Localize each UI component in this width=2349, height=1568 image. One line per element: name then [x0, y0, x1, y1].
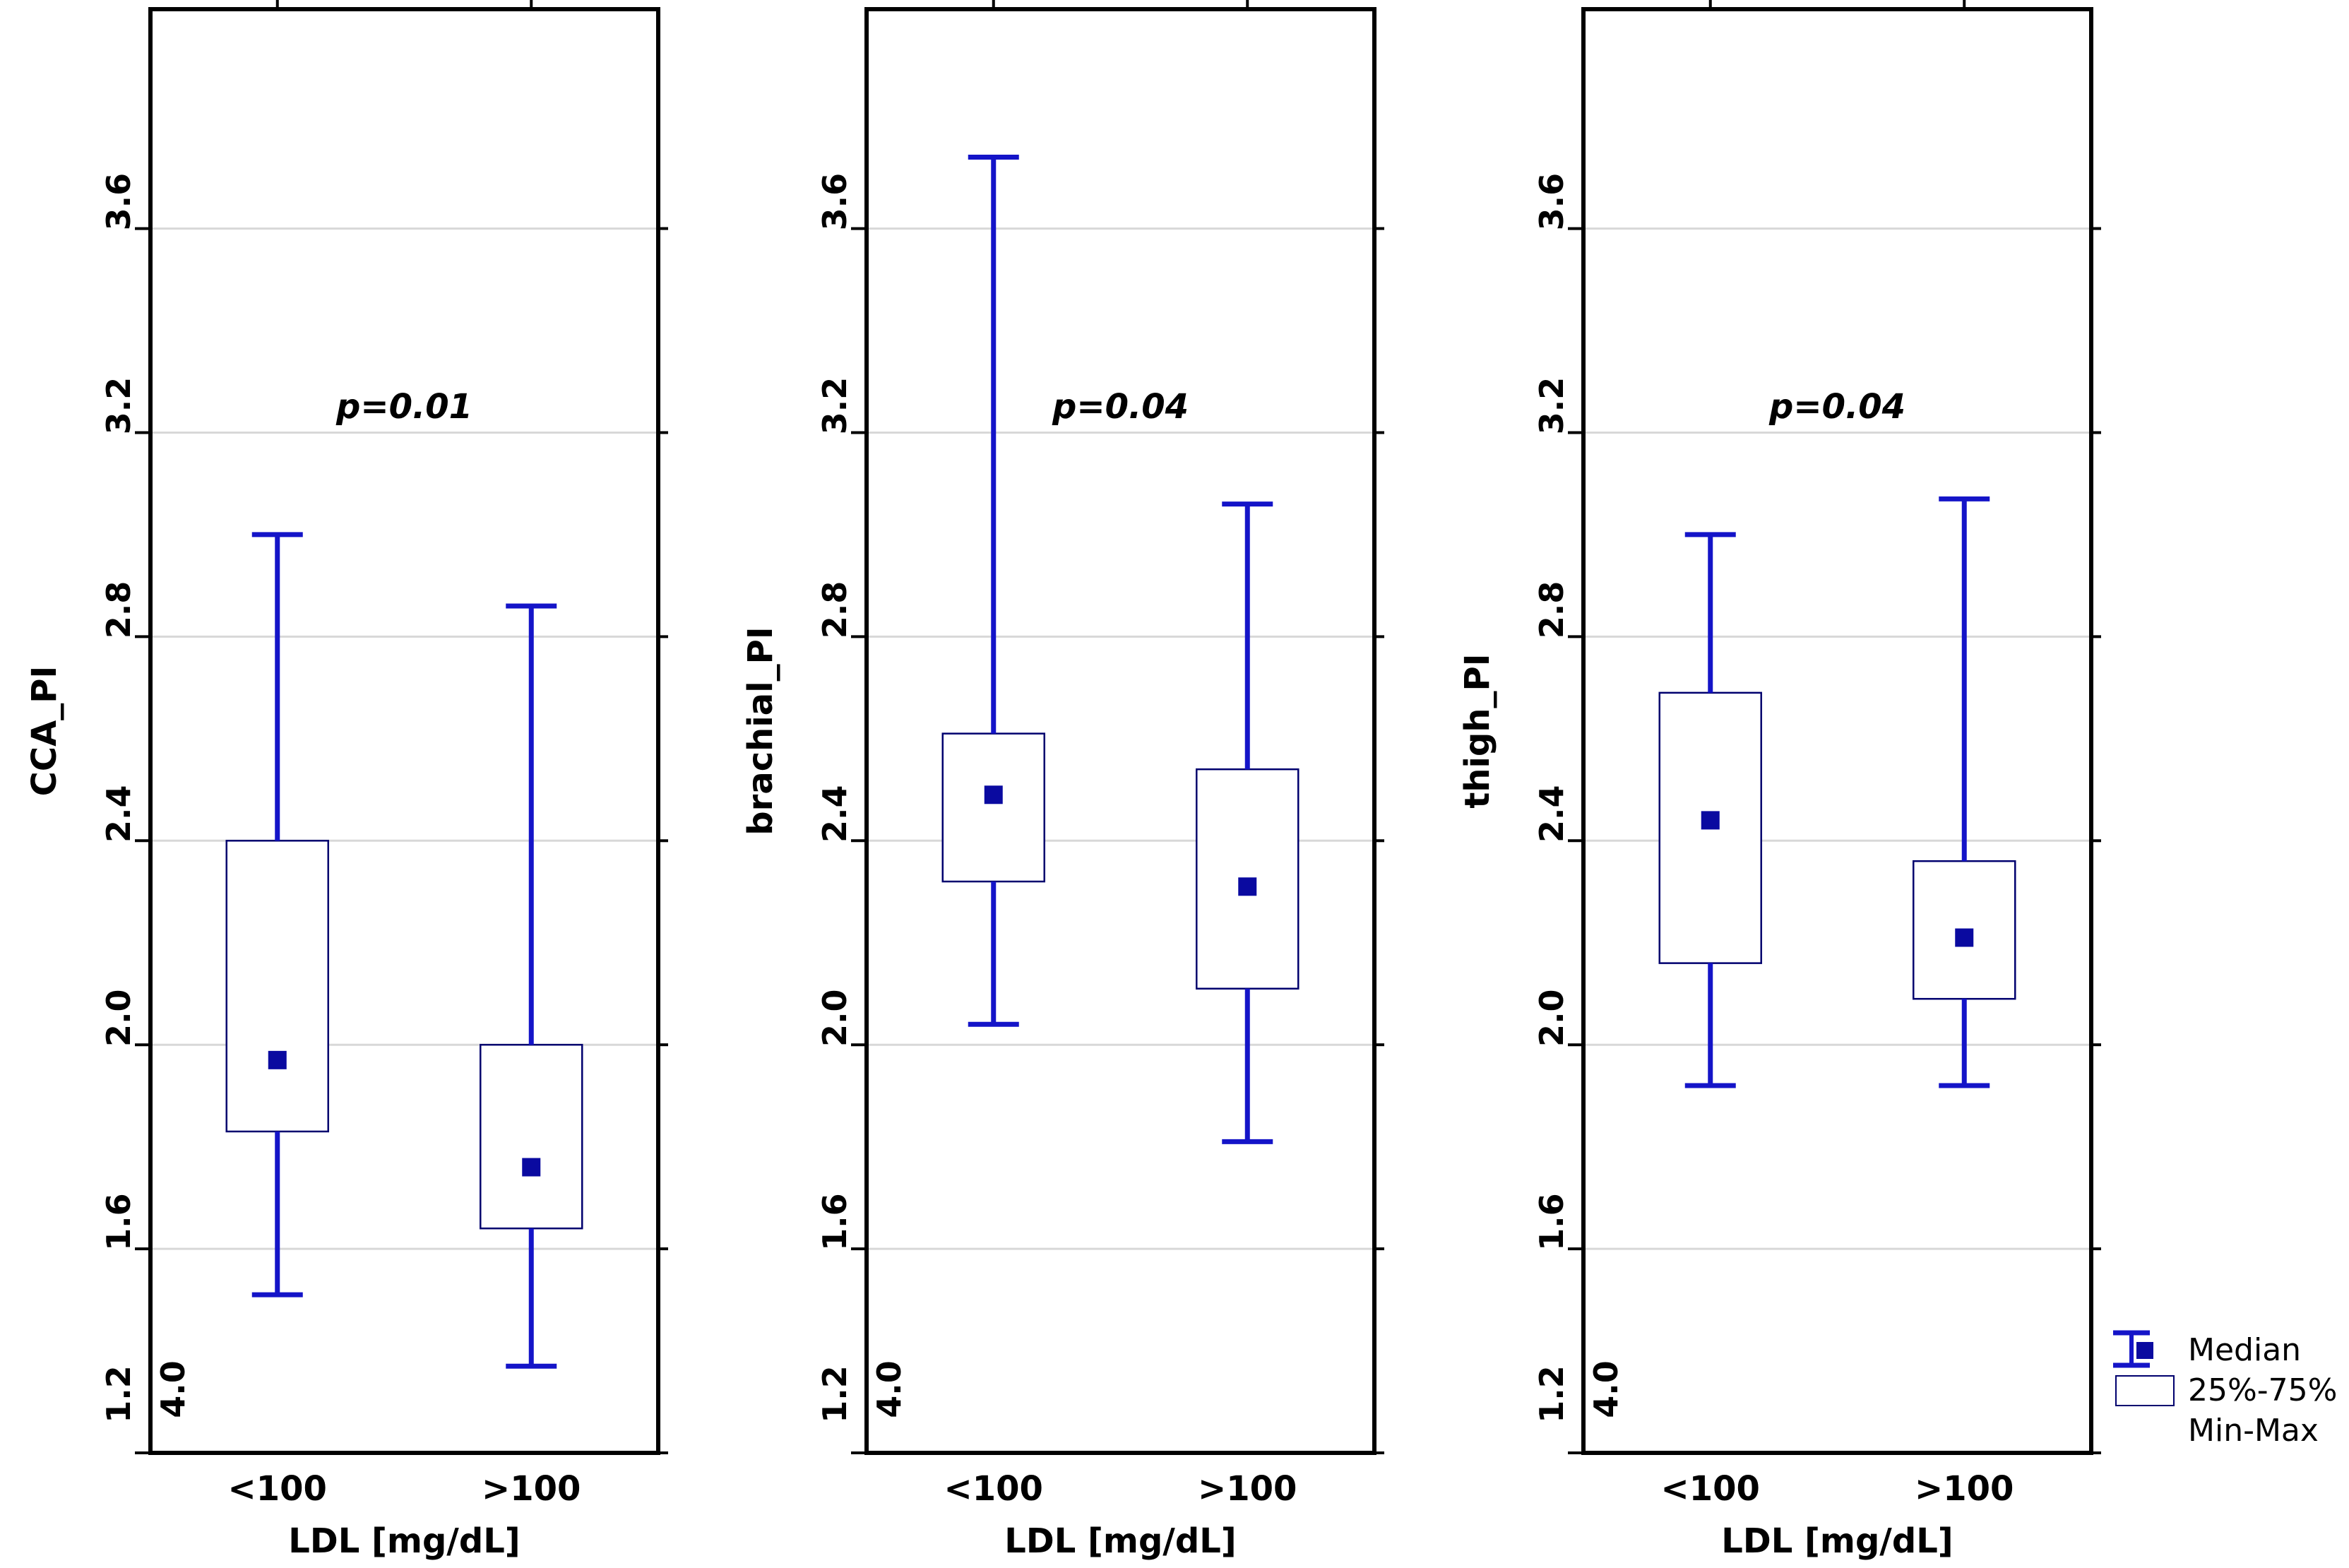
median-marker	[1955, 928, 1974, 947]
p-value-label: p=0.04	[1768, 387, 1905, 427]
legend-label-minmax: Min-Max	[2188, 1412, 2319, 1449]
p-value-label: p=0.01	[335, 387, 472, 427]
x-category-label: >100	[482, 1469, 581, 1509]
y-tick-label: 3.2	[1533, 377, 1571, 435]
y-axis-title: brachial_PI	[741, 626, 780, 835]
box-iqr	[480, 1043, 583, 1230]
box-group->100	[1913, 496, 2016, 1088]
y-tick-label: 3.6	[100, 173, 138, 231]
corner-label: 4.0	[870, 1360, 908, 1418]
x-category-label: <100	[1661, 1469, 1760, 1509]
legend-item-iqr: 25%-75%	[2110, 1370, 2337, 1410]
median-marker	[268, 1050, 287, 1069]
y-tick-label: 2.0	[1533, 989, 1571, 1047]
y-tick-label: 2.8	[1533, 581, 1571, 639]
y-tick-label: 3.2	[816, 377, 854, 435]
median-marker	[1238, 877, 1257, 896]
y-tick-label: 3.6	[1533, 173, 1571, 231]
iqr-box-icon	[2115, 1374, 2175, 1406]
y-tick-label: 1.2	[1533, 1365, 1571, 1423]
box-iqr	[225, 840, 329, 1133]
y-tick-label: 3.2	[100, 377, 138, 435]
panel-cca_pi: 3.6 3.2 2.8 2.4 2.0 1.6 1.2 4.0 CCA_PI p=0.01 <100…	[25, 0, 668, 1561]
x-axis-title: LDL [mg/dL]	[1004, 1521, 1236, 1561]
box-group->100	[480, 603, 583, 1369]
y-tick-label: 2.8	[100, 581, 138, 639]
x-axis-title: LDL [mg/dL]	[1721, 1521, 1953, 1561]
box-group-<100	[1658, 532, 1762, 1088]
box-iqr	[941, 732, 1045, 883]
legend-label-iqr: 25%-75%	[2188, 1372, 2338, 1408]
box-group->100	[1196, 501, 1300, 1144]
legend-item-median: Median	[2110, 1330, 2337, 1370]
y-tick-label: 2.4	[1533, 785, 1571, 843]
corner-label: 4.0	[1587, 1360, 1625, 1418]
y-tick-label: 3.6	[816, 173, 854, 231]
x-category-label: >100	[1915, 1469, 2014, 1509]
y-tick-label: 2.8	[816, 581, 854, 639]
y-tick-label: 2.0	[100, 989, 138, 1047]
plot-frame	[1581, 7, 2093, 1455]
y-tick-label: 2.4	[100, 785, 138, 843]
y-tick-label: 2.0	[816, 989, 854, 1047]
x-category-label: <100	[228, 1469, 327, 1509]
legend-label-median: Median	[2188, 1331, 2302, 1368]
median-marker	[522, 1158, 541, 1177]
y-tick-label: 1.6	[1533, 1193, 1571, 1251]
x-category-label: <100	[944, 1469, 1043, 1509]
x-category-label: >100	[1198, 1469, 1297, 1509]
min-max-icon	[2113, 1330, 2150, 1368]
y-axis-title: CCA_PI	[25, 666, 64, 797]
median-marker	[1701, 811, 1720, 830]
panel-thigh_pi: 3.6 3.2 2.8 2.4 2.0 1.6 1.2 4.0 thigh_PI p=0.04 <1…	[1458, 0, 2101, 1561]
median-marker	[984, 785, 1003, 804]
plot-frame	[148, 7, 660, 1455]
panel-brachial_pi: 3.6 3.2 2.8 2.4 2.0 1.6 1.2 4.0 brachial_PI p=0.0…	[741, 0, 1384, 1561]
box-group-<100	[941, 154, 1045, 1027]
y-tick-label: 2.4	[816, 785, 854, 843]
plot-frame	[864, 7, 1376, 1455]
legend-item-minmax: Min-Max	[2110, 1330, 2337, 1451]
median-square-icon	[2136, 1341, 2153, 1359]
y-tick-label: 1.6	[100, 1193, 138, 1251]
y-axis-title: thigh_PI	[1458, 653, 1497, 808]
x-axis-title: LDL [mg/dL]	[288, 1521, 520, 1561]
p-value-label: p=0.04	[1052, 387, 1189, 427]
y-tick-label: 1.6	[816, 1193, 854, 1251]
box-group-<100	[225, 532, 329, 1297]
y-tick-label: 1.2	[100, 1365, 138, 1423]
legend: Median 25%-75% Min-Max	[2110, 1330, 2337, 1451]
y-tick-label: 1.2	[816, 1365, 854, 1423]
corner-label: 4.0	[154, 1360, 192, 1418]
